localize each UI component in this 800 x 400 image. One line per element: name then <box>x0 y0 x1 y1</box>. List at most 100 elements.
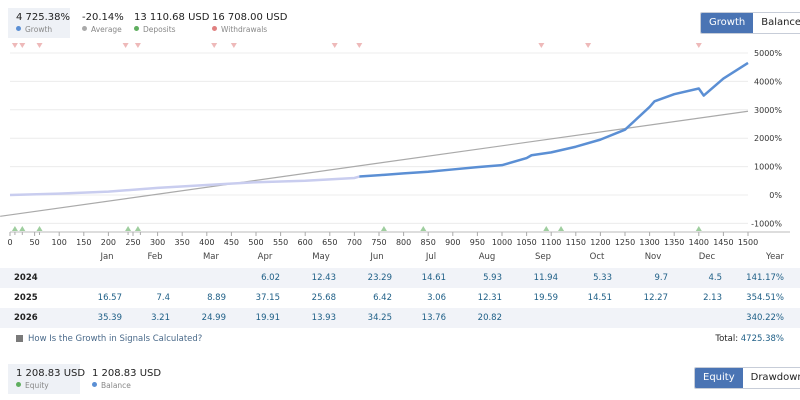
table-cell: 16.57 <box>97 293 122 303</box>
monthly-growth-table: Year Jan Feb Mar Apr May Jun Jul Aug Sep Oct Nov De… <box>0 246 800 328</box>
deposit-marker <box>125 226 132 231</box>
withdrawal-marker <box>211 43 218 48</box>
balance-tab[interactable]: Balance <box>761 17 800 28</box>
table-cell: 3.21 <box>151 313 170 323</box>
average-line <box>0 110 749 217</box>
table-row-2024: 2024 141.17% 6.02 12.43 23.29 14.61 5.93 11.9… <box>0 268 800 288</box>
x-tick-label: 1450 <box>713 238 733 247</box>
table-cell: 2.13 <box>703 293 722 303</box>
total-value: 4725.38% <box>740 334 784 344</box>
stat-deposits[interactable]: 13 110.68 USD Deposits <box>126 8 217 38</box>
balance-dot <box>92 382 97 387</box>
table-cell: 11.94 <box>533 273 558 283</box>
table-header: Year Jan Feb Mar Apr May Jun Jul Aug Sep Oct Nov De… <box>0 246 800 268</box>
equity-label: Equity <box>25 381 49 390</box>
row-total: 354.51% <box>746 293 784 303</box>
x-tick-label: 1150 <box>566 238 586 247</box>
withdrawal-marker <box>585 43 592 48</box>
bottom-mode-toggle: Equity Drawdown <box>694 367 800 389</box>
month-header: May <box>312 252 330 262</box>
table-cell: 19.91 <box>255 313 280 323</box>
table-cell: 14.61 <box>421 273 446 283</box>
x-tick-label: 750 <box>371 238 386 247</box>
stat-balance[interactable]: 1 208.83 USD Balance <box>84 364 169 394</box>
stat-average[interactable]: -20.14% Average <box>74 8 132 38</box>
x-tick-labels: 0 50 100 150 200 250 300 350 400 450 500 550 600 650 7… <box>7 238 758 247</box>
deposit-marker <box>695 226 702 231</box>
x-tick-label: 500 <box>248 238 263 247</box>
howto-label: How Is the Growth in Signals Calculated? <box>28 334 203 344</box>
table-cell: 12.31 <box>477 293 502 303</box>
table-cell: 5.33 <box>593 273 612 283</box>
withdrawal-marker <box>695 43 702 48</box>
balance-label: Balance <box>101 381 131 390</box>
withdrawal-marker <box>134 43 141 48</box>
table-row-2025: 2025 354.51% 16.57 7.4 8.89 37.15 25.68 6.42 3… <box>0 288 800 308</box>
month-header: Oct <box>589 252 605 262</box>
growth-line-early <box>9 175 360 197</box>
withdrawal-marker <box>538 43 545 48</box>
growth-value: 4 725.38% <box>16 12 71 23</box>
growth-chart: 5000% 4000% 3000% 2000% 1000% 0% -1000% 0 50 100… <box>0 43 790 247</box>
total-label: Total: <box>715 334 739 344</box>
growth-calculation-link[interactable]: How Is the Growth in Signals Calculated? <box>16 334 202 344</box>
deposit-marker <box>543 226 550 231</box>
y-tick-label: 5000% <box>754 49 782 58</box>
table-cell: 9.7 <box>654 273 668 283</box>
deposits-label: Deposits <box>143 25 176 34</box>
withdrawal-marker <box>230 43 237 48</box>
table-cell: 24.99 <box>201 313 226 323</box>
total-growth: Total: 4725.38% <box>715 334 784 344</box>
month-header: Jan <box>100 252 114 262</box>
deposit-marker <box>19 226 26 231</box>
deposits-dot <box>134 26 139 31</box>
stat-withdrawals[interactable]: 16 708.00 USD Withdrawals <box>204 8 295 38</box>
x-tick-label: 350 <box>175 238 190 247</box>
table-cell: 13.76 <box>421 313 446 323</box>
average-value: -20.14% <box>82 12 124 23</box>
withdrawal-marker <box>331 43 338 48</box>
growth-line <box>359 61 749 178</box>
withdrawals-label: Withdrawals <box>221 25 268 34</box>
table-cell: 12.43 <box>311 273 336 283</box>
x-tick-label: 450 <box>224 238 239 247</box>
withdrawal-marker <box>356 43 363 48</box>
x-tick-label: 1000 <box>492 238 512 247</box>
deposit-marker <box>420 226 427 231</box>
y-tick-label: -1000% <box>751 219 782 228</box>
y-tick-labels: 5000% 4000% 3000% 2000% 1000% 0% -1000% <box>751 49 782 228</box>
chart-markers <box>11 43 702 231</box>
balance-value: 1 208.83 USD <box>92 368 162 379</box>
stat-growth[interactable]: 4 725.38% Growth <box>8 8 70 38</box>
withdrawal-marker <box>36 43 43 48</box>
withdrawal-marker <box>122 43 129 48</box>
y-tick-label: 1000% <box>754 163 782 172</box>
chart-grid <box>9 52 790 236</box>
chart-mode-toggle: Growth Balance <box>700 12 800 34</box>
equity-tab[interactable]: Equity <box>695 368 743 388</box>
table-cell: 5.93 <box>483 273 502 283</box>
drawdown-tab[interactable]: Drawdown <box>750 372 800 383</box>
x-tick-label: 1050 <box>516 238 536 247</box>
month-header: Mar <box>202 252 220 262</box>
table-cell: 8.89 <box>207 293 226 303</box>
x-tick-label: 1500 <box>738 238 758 247</box>
average-dot <box>82 26 87 31</box>
table-cell: 23.29 <box>367 273 392 283</box>
x-tick-label: 800 <box>396 238 411 247</box>
month-header: Jul <box>425 252 437 262</box>
table-cell: 19.59 <box>533 293 558 303</box>
deposits-value: 13 110.68 USD <box>134 12 210 23</box>
average-label: Average <box>91 25 122 34</box>
row-year: 2025 <box>14 293 38 303</box>
table-cell: 4.5 <box>708 273 722 283</box>
stat-equity[interactable]: 1 208.83 USD Equity <box>8 364 85 394</box>
chart-lines <box>0 61 749 217</box>
growth-tab[interactable]: Growth <box>701 13 754 33</box>
row-total: 141.17% <box>746 273 784 283</box>
x-tick-label: 600 <box>298 238 313 247</box>
x-tick-label: 650 <box>322 238 337 247</box>
deposit-marker <box>380 226 387 231</box>
x-tick-label: 150 <box>76 238 91 247</box>
x-tick-label: 550 <box>273 238 288 247</box>
